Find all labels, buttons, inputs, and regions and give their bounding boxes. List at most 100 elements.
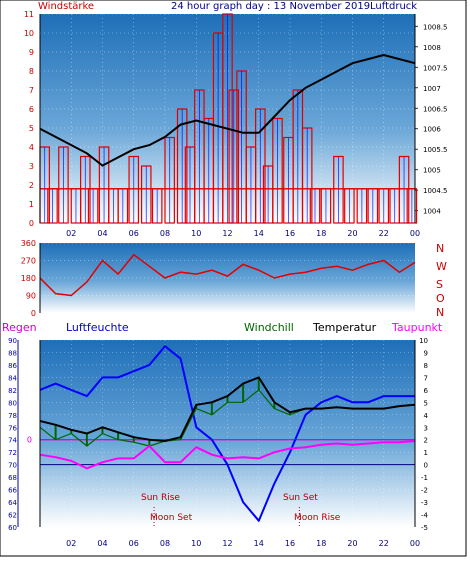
temp-y-tick: 8 [424, 362, 428, 370]
temp-y-tick: 10 [419, 337, 428, 345]
wind-y-tick: 8 [29, 67, 34, 76]
rain-zero-label: 0 [27, 436, 32, 445]
pressure-y-tick: 1006.5 [423, 105, 448, 113]
humidity-y-tick: 60 [8, 524, 17, 532]
dir-y-tick: 180 [21, 274, 36, 283]
humidity-y-tick: 80 [8, 399, 17, 407]
wind-x-tick: 08 [160, 229, 170, 238]
climate-x-tick: 12 [222, 539, 232, 548]
dir-label-n-bottom: N [436, 306, 444, 319]
event-moon-set: Moon Set [150, 513, 193, 523]
climate-x-tick: 18 [316, 539, 326, 548]
wind-y-tick: 1 [29, 200, 34, 209]
humidity-y-tick: 90 [8, 337, 17, 345]
dir-label-w: W [436, 260, 447, 273]
event-moon-rise: Moon Rise [294, 513, 341, 523]
chart-marks: 0123456789101110041004.510051005.5100610… [8, 10, 447, 548]
legend-temperatur: Temperatur [312, 321, 377, 334]
humidity-y-tick: 84 [8, 374, 17, 382]
wind-y-tick: 11 [24, 10, 34, 19]
humidity-y-tick: 68 [8, 474, 17, 482]
temp-y-tick: -1 [421, 474, 428, 482]
wind-x-tick: 12 [222, 229, 232, 238]
temp-y-tick: -3 [421, 499, 428, 507]
pressure-y-tick: 1007 [423, 85, 441, 93]
temperature-line [39, 376, 416, 442]
climate-x-tick: 22 [379, 539, 389, 548]
temp-y-tick: -5 [421, 524, 428, 532]
humidity-y-tick: 70 [8, 462, 17, 470]
humidity-y-tick: 66 [8, 487, 17, 495]
wind-y-tick: 4 [29, 143, 34, 152]
wind-x-tick: 02 [66, 229, 76, 238]
wind-x-tick: 00 [410, 229, 420, 238]
dir-y-tick: 0 [31, 309, 36, 318]
pressure-y-tick: 1004.5 [423, 187, 448, 195]
temp-y-tick: 2 [424, 437, 428, 445]
pressure-y-tick: 1005.5 [423, 146, 448, 154]
wind-x-tick: 18 [316, 229, 326, 238]
humidity-y-tick: 78 [8, 412, 17, 420]
temp-y-tick: -2 [421, 487, 428, 495]
humidity-y-tick: 82 [8, 387, 17, 395]
humidity-y-tick: 64 [8, 499, 17, 507]
temp-y-tick: 4 [424, 412, 429, 420]
climate-x-tick: 16 [285, 539, 295, 548]
dir-label-n-top: N [436, 242, 444, 255]
climate-x-tick: 14 [254, 539, 264, 548]
humidity-y-tick: 88 [8, 349, 17, 357]
humidity-y-tick: 86 [8, 362, 17, 370]
climate-x-tick: 06 [129, 539, 139, 548]
dewpoint-line [39, 440, 416, 470]
climate-x-tick: 08 [160, 539, 170, 548]
legend-regen: Regen [2, 321, 37, 334]
wind-x-tick: 14 [254, 229, 264, 238]
wind-y-tick: 6 [29, 105, 34, 114]
pressure-y-tick: 1008 [423, 44, 441, 52]
temp-y-tick: 0 [424, 462, 428, 470]
wind-x-tick: 04 [97, 229, 107, 238]
wind-x-tick: 10 [191, 229, 201, 238]
dir-label-o: O [436, 292, 445, 305]
wind-y-tick: 2 [29, 181, 34, 190]
event-sun-rise: Sun Rise [141, 493, 180, 503]
humidity-y-tick: 62 [8, 512, 17, 520]
temp-y-tick: 5 [424, 399, 428, 407]
climate-x-tick: 04 [97, 539, 107, 548]
climate-x-tick: 10 [191, 539, 201, 548]
wind-y-tick: 3 [29, 162, 34, 171]
wind-y-tick: 0 [29, 219, 34, 228]
wind-direction-line [39, 253, 416, 297]
pressure-y-tick: 1004 [423, 208, 441, 216]
pressure-axis-title: Luftdruck [370, 1, 417, 12]
dir-y-tick: 360 [21, 239, 36, 248]
temp-y-tick: 3 [424, 424, 428, 432]
wind-x-tick: 20 [347, 229, 357, 238]
dir-label-s: S [436, 278, 443, 291]
climate-x-tick: 00 [410, 539, 420, 548]
chart-title: 24 hour graph day : 13 November 2019 [171, 1, 370, 12]
wind-y-tick: 7 [29, 86, 34, 95]
wind-y-tick: 5 [29, 124, 34, 133]
wind-axis-title: Windstärke [38, 1, 94, 12]
wind-x-tick: 16 [285, 229, 295, 238]
pressure-line [39, 53, 416, 167]
temp-y-tick: -4 [421, 512, 429, 520]
wind-x-tick: 22 [379, 229, 389, 238]
temp-y-tick: 1 [424, 449, 428, 457]
pressure-y-tick: 1006 [423, 126, 441, 134]
temp-y-tick: 7 [424, 374, 428, 382]
humidity-line [39, 345, 415, 522]
pressure-y-tick: 1007.5 [423, 64, 448, 72]
pressure-y-tick: 1005 [423, 167, 441, 175]
climate-x-tick: 02 [66, 539, 76, 548]
humidity-y-tick: 76 [8, 424, 17, 432]
temp-y-tick: 9 [424, 349, 428, 357]
humidity-y-tick: 72 [8, 449, 17, 457]
event-sun-set: Sun Set [283, 493, 318, 503]
pressure-y-tick: 1008.5 [423, 23, 448, 31]
legend-luftfeuchte: Luftfeuchte [66, 321, 129, 334]
wind-x-tick: 06 [129, 229, 139, 238]
